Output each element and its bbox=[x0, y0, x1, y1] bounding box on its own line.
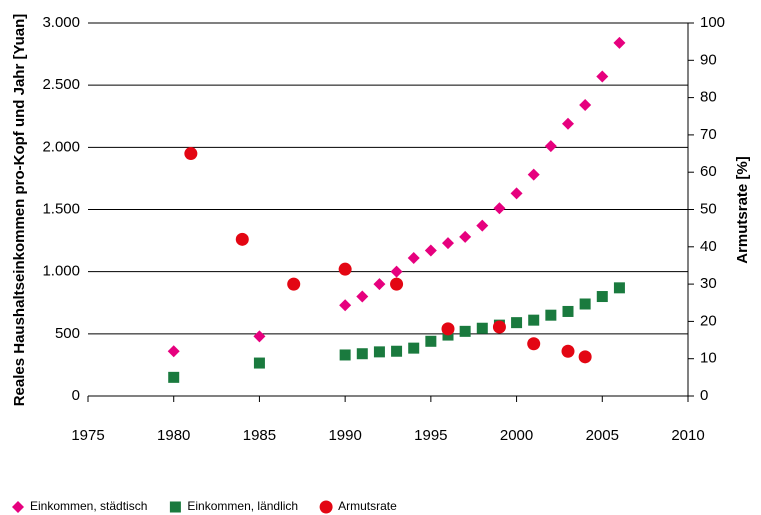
legend-marker bbox=[12, 501, 24, 513]
x-tick-label: 1985 bbox=[243, 427, 276, 444]
x-tick-label: 2010 bbox=[671, 427, 704, 444]
point bbox=[442, 237, 454, 250]
legend-label: Einkommen, ländlich bbox=[187, 499, 298, 513]
y2-tick-label: 90 bbox=[700, 51, 717, 68]
point bbox=[356, 348, 368, 360]
point bbox=[562, 117, 574, 130]
point bbox=[391, 345, 403, 357]
point bbox=[596, 291, 608, 303]
point bbox=[390, 265, 403, 278]
y-tick-label: 500 bbox=[55, 325, 80, 342]
y2-tick-label: 0 bbox=[700, 387, 708, 404]
point bbox=[287, 277, 301, 291]
point bbox=[373, 346, 385, 358]
point bbox=[561, 344, 575, 358]
x-tick-label: 2000 bbox=[500, 427, 533, 444]
point bbox=[527, 168, 540, 181]
point bbox=[459, 325, 471, 337]
point bbox=[356, 290, 369, 303]
x-tick-label: 1995 bbox=[414, 427, 447, 444]
point bbox=[425, 335, 437, 347]
x-tick-label: 1990 bbox=[328, 427, 361, 444]
y2-tick-label: 80 bbox=[700, 89, 717, 106]
point bbox=[235, 232, 249, 246]
y2-tick-label: 30 bbox=[700, 275, 717, 292]
x-tick-label: 2005 bbox=[586, 427, 619, 444]
point bbox=[544, 140, 557, 153]
y-tick-label: 2.500 bbox=[42, 76, 80, 93]
point bbox=[527, 337, 541, 351]
x-tick-label: 1980 bbox=[157, 427, 190, 444]
legend-marker bbox=[319, 500, 333, 514]
point bbox=[511, 317, 523, 329]
y-axis-title: Reales Haushaltseinkommen pro-Kopf und J… bbox=[11, 14, 28, 407]
point bbox=[613, 36, 626, 49]
point bbox=[373, 278, 386, 291]
y2-tick-label: 10 bbox=[700, 350, 717, 367]
y-tick-label: 1.000 bbox=[42, 263, 80, 280]
point bbox=[253, 330, 266, 343]
y2-tick-label: 100 bbox=[700, 14, 725, 31]
point bbox=[168, 371, 180, 383]
point bbox=[492, 320, 506, 334]
point bbox=[545, 309, 557, 321]
y2-axis-title: Armutsrate [%] bbox=[734, 156, 751, 264]
y-tick-label: 3.000 bbox=[42, 14, 80, 31]
point bbox=[424, 244, 437, 257]
point bbox=[596, 70, 609, 83]
point bbox=[510, 187, 523, 200]
point bbox=[253, 357, 265, 369]
legend-label: Einkommen, städtisch bbox=[30, 499, 147, 513]
point bbox=[562, 305, 574, 317]
y-tick-label: 1.500 bbox=[42, 200, 80, 217]
point bbox=[441, 322, 455, 336]
point bbox=[476, 219, 489, 232]
point bbox=[184, 147, 198, 161]
point bbox=[613, 282, 625, 294]
point bbox=[339, 299, 352, 312]
legend-label: Armutsrate bbox=[338, 499, 397, 513]
y2-tick-label: 50 bbox=[700, 200, 717, 217]
point bbox=[493, 202, 506, 215]
point bbox=[528, 314, 540, 326]
y2-tick-label: 20 bbox=[700, 312, 717, 329]
point bbox=[167, 345, 180, 358]
y2-tick-label: 70 bbox=[700, 126, 717, 143]
point bbox=[459, 230, 472, 243]
point bbox=[579, 298, 591, 310]
point bbox=[338, 262, 352, 276]
legend-marker bbox=[169, 501, 181, 513]
x-tick-label: 1975 bbox=[71, 427, 104, 444]
y-tick-label: 2.000 bbox=[42, 138, 80, 155]
point bbox=[408, 342, 420, 354]
point bbox=[339, 349, 351, 361]
point bbox=[407, 251, 420, 264]
y-tick-label: 0 bbox=[72, 387, 80, 404]
y2-tick-label: 60 bbox=[700, 163, 717, 180]
y2-tick-label: 40 bbox=[700, 238, 717, 255]
point bbox=[390, 277, 404, 291]
point bbox=[476, 322, 488, 334]
point bbox=[578, 350, 592, 364]
point bbox=[579, 99, 592, 112]
